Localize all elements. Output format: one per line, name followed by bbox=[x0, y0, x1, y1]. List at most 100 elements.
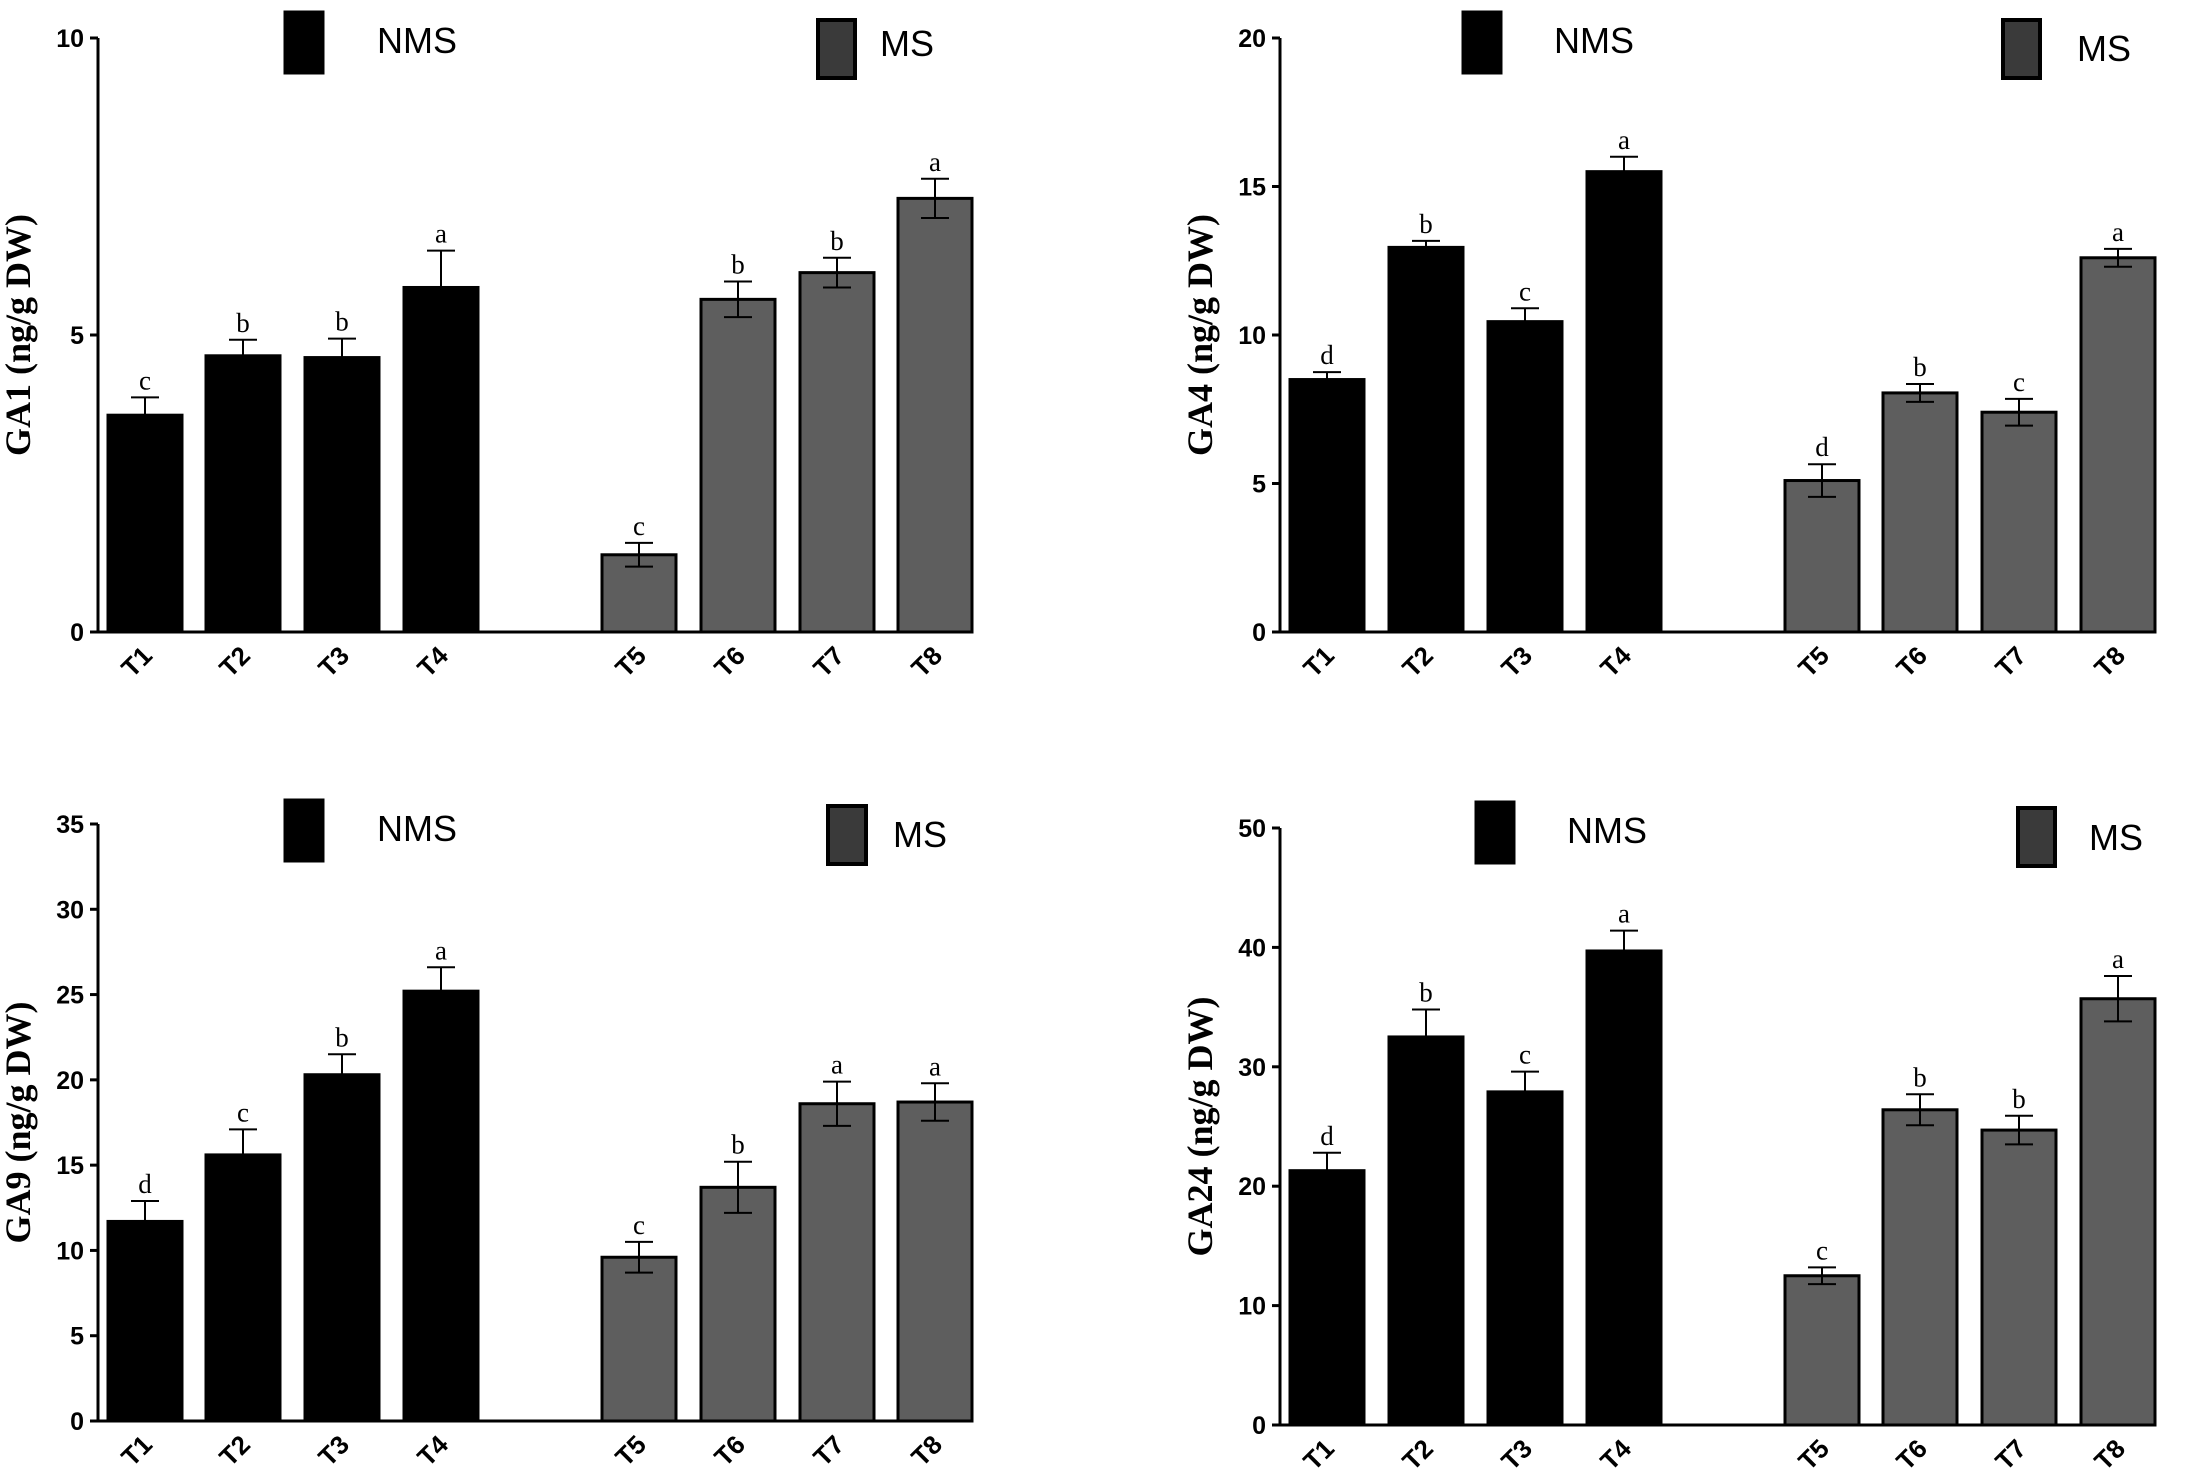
significance-letter: b bbox=[1419, 209, 1433, 239]
significance-letter: a bbox=[831, 1050, 843, 1080]
bar-T6 bbox=[1881, 1108, 1959, 1427]
x-tick-label: T5 bbox=[609, 1429, 652, 1472]
bar-T2 bbox=[204, 1153, 282, 1423]
x-tick-label: T1 bbox=[115, 640, 158, 683]
y-tick-label: 10 bbox=[1238, 1293, 1266, 1321]
x-tick-label: T2 bbox=[213, 640, 256, 683]
bar-T1 bbox=[1288, 1169, 1366, 1427]
y-tick-label: 15 bbox=[56, 1152, 84, 1180]
x-tick-label: T8 bbox=[2088, 640, 2131, 683]
bar-T7 bbox=[798, 271, 876, 634]
x-tick-label: T1 bbox=[115, 1429, 158, 1472]
x-tick-label: T1 bbox=[1297, 640, 1340, 683]
chart-panel-bottom-right: 0 10 20 30 40 50 GA24 (ng/g DW) d T1 b T2 c T3 a T4 c T5… bbox=[1180, 800, 2157, 1476]
y-tick-label: 20 bbox=[56, 1067, 84, 1095]
significance-letter: b bbox=[1419, 977, 1433, 1007]
bar-T7 bbox=[1980, 1128, 2058, 1427]
y-tick-label: 35 bbox=[56, 811, 84, 839]
bar-T6 bbox=[699, 1185, 777, 1423]
significance-letter: d bbox=[1320, 340, 1334, 370]
bar-T7 bbox=[1980, 410, 2058, 634]
y-tick-label: 0 bbox=[70, 619, 84, 647]
significance-letter: b bbox=[335, 1022, 349, 1052]
legend-label-ms: MS bbox=[893, 814, 947, 855]
significance-letter: d bbox=[1320, 1121, 1334, 1151]
bar-T3 bbox=[1486, 320, 1564, 634]
bar-T6 bbox=[699, 297, 777, 634]
y-tick-label: 30 bbox=[1238, 1054, 1266, 1082]
bar-T2 bbox=[1387, 245, 1465, 634]
chart-panel-top-left: 0 5 10 GA1 (ng/g DW) c T1 b T2 b T3 a T4 c T5 b T6 b T7 a T… bbox=[0, 10, 974, 683]
significance-letter: c bbox=[633, 511, 645, 541]
significance-letter: d bbox=[1815, 432, 1829, 462]
x-tick-label: T5 bbox=[609, 640, 652, 683]
bar-T4 bbox=[402, 989, 480, 1423]
significance-letter: a bbox=[435, 935, 447, 965]
bar-T5 bbox=[1783, 1274, 1861, 1427]
legend-label-nms: NMS bbox=[377, 808, 457, 849]
x-tick-label: T4 bbox=[411, 640, 454, 683]
bar-T4 bbox=[1585, 949, 1663, 1427]
legend-swatch-nms bbox=[1461, 10, 1503, 75]
chart-panel-bottom-left: 0 5 10 15 20 25 30 35 GA9 (ng/g DW) d T1 c T2 b T3 a T4 c… bbox=[0, 798, 974, 1472]
significance-letter: b bbox=[830, 226, 844, 256]
significance-letter: c bbox=[633, 1210, 645, 1240]
bar-T1 bbox=[106, 1219, 184, 1423]
significance-letter: b bbox=[731, 1130, 745, 1160]
x-tick-label: T7 bbox=[1989, 640, 2032, 683]
x-tick-label: T3 bbox=[1495, 1433, 1538, 1476]
y-tick-label: 40 bbox=[1238, 934, 1266, 962]
x-tick-label: T4 bbox=[1594, 1433, 1637, 1476]
y-tick-label: 5 bbox=[70, 322, 84, 350]
significance-letter: c bbox=[1816, 1235, 1828, 1265]
y-tick-label: 0 bbox=[1252, 1412, 1266, 1440]
significance-letter: a bbox=[929, 147, 941, 177]
legend-label-nms: NMS bbox=[1554, 20, 1634, 61]
bar-T1 bbox=[106, 413, 184, 634]
significance-letter: c bbox=[237, 1097, 249, 1127]
significance-letter: a bbox=[2112, 217, 2124, 247]
legend-swatch-ms bbox=[2001, 18, 2042, 80]
x-tick-label: T8 bbox=[2088, 1433, 2131, 1476]
x-tick-label: T6 bbox=[1890, 640, 1933, 683]
bar-T5 bbox=[1783, 479, 1861, 634]
y-axis-title: GA4 (ng/g DW) bbox=[1180, 214, 1220, 456]
chart-panel-top-right: 0 5 10 15 20 GA4 (ng/g DW) d T1 b T2 c T3 a T4 d T5 b T6 c… bbox=[1180, 10, 2157, 683]
y-tick-label: 25 bbox=[56, 982, 84, 1010]
significance-letter: c bbox=[139, 365, 151, 395]
x-tick-label: T6 bbox=[708, 640, 751, 683]
x-tick-label: T3 bbox=[312, 640, 355, 683]
y-tick-label: 50 bbox=[1238, 815, 1266, 843]
bar-T4 bbox=[1585, 170, 1663, 634]
y-tick-label: 10 bbox=[1238, 322, 1266, 350]
significance-letter: b bbox=[1913, 352, 1927, 382]
significance-letter: a bbox=[929, 1051, 941, 1081]
y-tick-label: 5 bbox=[1252, 471, 1266, 499]
bar-T8 bbox=[896, 196, 974, 634]
x-tick-label: T2 bbox=[1396, 1433, 1439, 1476]
y-tick-label: 0 bbox=[1252, 619, 1266, 647]
bar-T7 bbox=[798, 1102, 876, 1423]
bar-T2 bbox=[204, 354, 282, 634]
legend-swatch-ms bbox=[826, 804, 868, 866]
bar-T4 bbox=[402, 285, 480, 634]
significance-letter: d bbox=[138, 1169, 152, 1199]
bar-T2 bbox=[1387, 1035, 1465, 1427]
x-tick-label: T2 bbox=[1396, 640, 1439, 683]
bar-T8 bbox=[2079, 256, 2157, 634]
y-tick-label: 0 bbox=[70, 1408, 84, 1436]
x-tick-label: T4 bbox=[411, 1429, 454, 1472]
bar-T8 bbox=[2079, 997, 2157, 1427]
significance-letter: b bbox=[731, 250, 745, 280]
bar-T3 bbox=[303, 356, 381, 634]
y-tick-label: 15 bbox=[1238, 174, 1266, 202]
legend-label-ms: MS bbox=[2089, 817, 2143, 858]
significance-letter: c bbox=[1519, 276, 1531, 306]
y-tick-label: 30 bbox=[56, 896, 84, 924]
significance-letter: a bbox=[435, 219, 447, 249]
y-axis-title: GA24 (ng/g DW) bbox=[1180, 997, 1220, 1257]
x-tick-label: T8 bbox=[905, 1429, 948, 1472]
y-axis-title: GA9 (ng/g DW) bbox=[0, 1002, 38, 1244]
legend-label-ms: MS bbox=[2077, 28, 2131, 69]
y-tick-label: 5 bbox=[70, 1323, 84, 1351]
